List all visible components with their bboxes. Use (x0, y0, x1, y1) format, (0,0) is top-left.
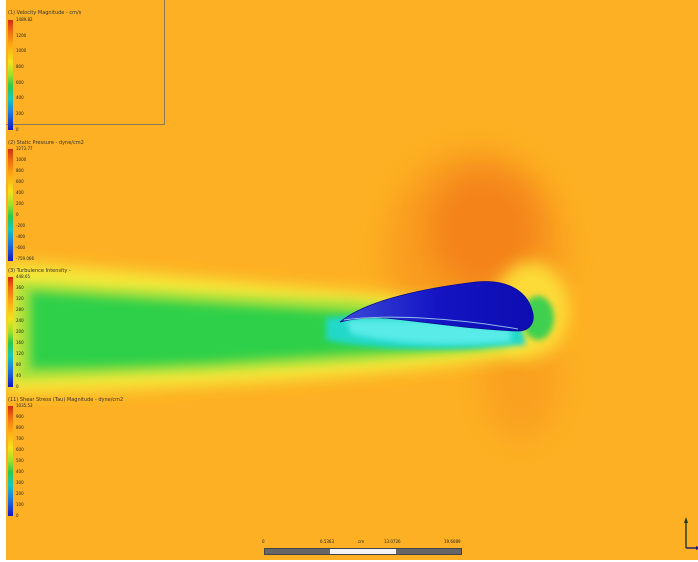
tick-label: 80 (16, 362, 22, 367)
legend-shear-stress: (11) Shear Stress (Tau) Magnitude - dyne… (6, 397, 156, 522)
tick-label: 0 (16, 127, 19, 132)
tick-label: 0 (16, 513, 19, 518)
tick-label: 1000 (16, 48, 27, 53)
tick-label: 600 (16, 80, 24, 85)
tick-label: 1273.77 (16, 146, 33, 151)
scale-bar: 0 6.5363 cm 13.0726 19.6089 (262, 537, 462, 557)
tick-label: 500 (16, 458, 24, 463)
scale-label: 19.6089 (444, 539, 461, 544)
tick-label: 200 (16, 111, 24, 116)
cfd-viewport[interactable]: (1) Velocity Magnitude - cm/s 1489.82 12… (6, 0, 698, 560)
tick-label: 200 (16, 491, 24, 496)
legend-title: (11) Shear Stress (Tau) Magnitude - dyne… (8, 397, 124, 403)
scale-label: 6.5363 (320, 539, 334, 544)
legend-colorbar (8, 20, 13, 130)
tick-label: 800 (16, 64, 24, 69)
tick-label: 360 (16, 285, 24, 290)
tick-label: 1035.53 (16, 403, 33, 408)
legend-colorbar (8, 149, 13, 261)
legend-velocity: (1) Velocity Magnitude - cm/s 1489.82 12… (6, 10, 156, 132)
tick-label: 320 (16, 296, 24, 301)
legend-static-pressure: (2) Static Pressure - dyne/cm2 1273.77 1… (6, 140, 156, 265)
tick-label: 200 (16, 201, 24, 206)
legend-frame (6, 0, 165, 125)
airfoil (339, 281, 534, 332)
scale-label: cm (358, 539, 365, 544)
tick-label: 400 (16, 469, 24, 474)
tick-label: -759.066 (16, 256, 34, 261)
tick-label: 800 (16, 168, 24, 173)
tick-label: 200 (16, 329, 24, 334)
tick-label: 40 (16, 373, 22, 378)
tick-label: 600 (16, 179, 24, 184)
tick-label: 1000 (16, 157, 27, 162)
flow-field-plot (6, 0, 698, 560)
tick-label: 120 (16, 351, 24, 356)
tick-label: 1489.82 (16, 17, 33, 22)
tick-label: -400 (16, 234, 26, 239)
wake-core (31, 292, 486, 368)
tick-label: 240 (16, 318, 24, 323)
tick-label: 900 (16, 414, 24, 419)
legend-title: (1) Velocity Magnitude - cm/s (8, 10, 82, 16)
tick-label: 1200 (16, 33, 27, 38)
tick-label: 280 (16, 307, 24, 312)
legend-title: (3) Turbulence Intensity - (8, 268, 71, 274)
scale-label: 0 (262, 539, 265, 544)
tick-label: 0 (16, 384, 19, 389)
tick-label: 100 (16, 502, 24, 507)
tick-label: 400 (16, 95, 24, 100)
tick-label: -600 (16, 245, 26, 250)
scale-label: 13.0726 (384, 539, 401, 544)
tick-label: 300 (16, 480, 24, 485)
legend-turbulence-intensity: (3) Turbulence Intensity - 448.65 360 32… (6, 268, 156, 393)
scale-bar-graphic (264, 548, 462, 555)
tick-label: 600 (16, 447, 24, 452)
tick-label: 0 (16, 212, 19, 217)
tick-label: -200 (16, 223, 26, 228)
tick-label: 800 (16, 425, 24, 430)
legend-colorbar (8, 406, 13, 516)
legend-title: (2) Static Pressure - dyne/cm2 (8, 140, 84, 146)
axis-triad-icon (684, 517, 698, 550)
tick-label: 448.65 (16, 274, 30, 279)
tick-label: 700 (16, 436, 24, 441)
tick-label: 400 (16, 190, 24, 195)
tick-label: 160 (16, 340, 24, 345)
legend-colorbar (8, 277, 13, 387)
